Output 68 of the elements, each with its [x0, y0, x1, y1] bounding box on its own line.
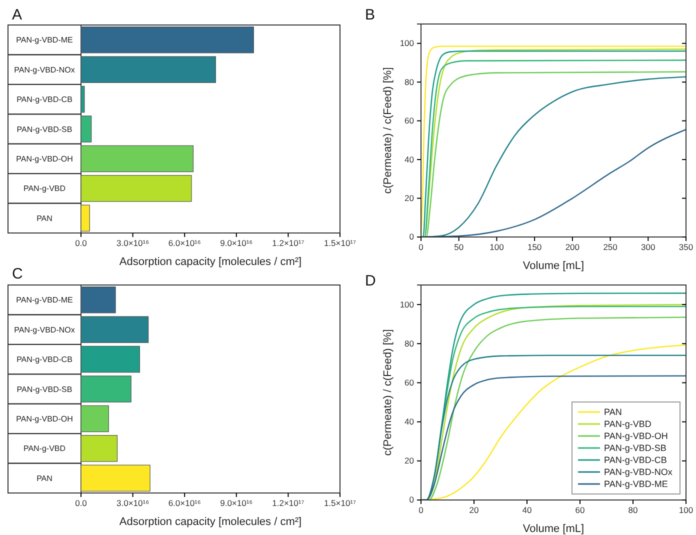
y-tick-label: 100 — [400, 299, 414, 310]
y-axis-title: c(Permeate) / c(Feed) [%] — [382, 329, 394, 456]
x-axis-title: Volume [mL] — [522, 260, 584, 272]
x-tick-label: 9.0×10¹⁶ — [220, 238, 253, 248]
y-tick-label: PAN-g-VBD-NOx — [14, 325, 75, 334]
x-tick-label: 1.5×10¹⁷ — [324, 238, 356, 248]
y-tick-label: PAN-g-VBD-CB — [16, 95, 72, 104]
legend-label: PAN-g-VBD-NOx — [604, 467, 673, 478]
x-tick-label: 6.0×10¹⁶ — [168, 238, 201, 248]
y-tick-label: PAN-g-VBD-OH — [16, 154, 74, 164]
y-tick-label: 60 — [404, 116, 414, 126]
legend-label: PAN-g-VBD-CB — [604, 455, 667, 466]
x-tick-label: 1.2×10¹⁷ — [272, 498, 304, 508]
y-tick-label: 80 — [404, 338, 414, 348]
chart-title: D — [365, 272, 376, 290]
x-tick-label: 300 — [641, 242, 656, 252]
x-axis-title: Adsorption capacity [molecules / cm²] — [119, 256, 302, 268]
chart-title: A — [12, 6, 22, 24]
y-tick-label: PAN-g-VBD — [23, 444, 66, 454]
x-tick-label: 3.0×10¹⁶ — [116, 498, 150, 508]
y-tick-label: 0 — [409, 232, 414, 242]
y-tick-label: PAN-g-VBD-SB — [16, 384, 72, 394]
x-tick-label: 350 — [678, 242, 694, 252]
legend-label: PAN — [604, 407, 622, 418]
chart-title: B — [365, 6, 376, 24]
x-tick-label: 1.5×10¹⁷ — [324, 498, 356, 508]
x-tick-label: 200 — [565, 242, 580, 252]
y-tick-label: 20 — [404, 456, 414, 466]
x-tick-label: 20 — [469, 505, 479, 516]
x-tick-label: 50 — [454, 242, 464, 252]
x-tick-label: 150 — [527, 242, 542, 252]
y-tick-label: 40 — [404, 154, 414, 164]
y-tick-label: 60 — [404, 377, 414, 388]
y-tick-label: 20 — [404, 192, 414, 203]
y-tick-label: 100 — [400, 38, 414, 48]
x-tick-label: 0.0 — [75, 498, 88, 508]
x-tick-label: 60 — [575, 505, 585, 516]
x-tick-label: 3.0×10¹⁶ — [116, 238, 150, 248]
y-axis-title: c(Permeate) / c(Feed) [%] — [382, 67, 394, 194]
x-axis-title: Adsorption capacity [molecules / cm²] — [119, 516, 302, 528]
y-tick-label: PAN-g-VBD-CB — [16, 355, 72, 364]
y-tick-label: PAN-g-VBD-ME — [16, 296, 73, 305]
y-tick-label: PAN-g-VBD — [23, 184, 66, 194]
x-tick-label: 40 — [522, 505, 532, 516]
x-axis-title: Volume [mL] — [522, 523, 584, 535]
x-tick-label: 0 — [418, 242, 424, 252]
y-tick-label: PAN-g-VBD-NOx — [14, 65, 75, 74]
y-tick-label: PAN-g-VBD-SB — [16, 124, 72, 134]
x-tick-label: 250 — [603, 242, 618, 252]
x-tick-label: 100 — [490, 242, 504, 252]
y-tick-label: 80 — [404, 76, 414, 87]
y-tick-label: PAN-g-VBD-OH — [16, 414, 74, 424]
legend-label: PAN-g-VBD-ME — [604, 479, 668, 490]
chart-title: C — [12, 265, 23, 282]
legend-label: PAN-g-VBD-OH — [604, 431, 668, 442]
x-tick-label: 1.2×10¹⁷ — [272, 238, 304, 248]
y-tick-label: PAN — [36, 474, 53, 483]
y-tick-label: 40 — [404, 416, 414, 427]
legend-label: PAN-g-VBD — [604, 419, 652, 430]
x-tick-label: 80 — [628, 505, 638, 516]
x-tick-label: 9.0×10¹⁶ — [220, 498, 253, 508]
y-tick-label: PAN — [36, 214, 53, 223]
x-tick-label: 6.0×10¹⁶ — [168, 498, 201, 508]
x-tick-label: 0.0 — [75, 238, 88, 248]
legend-label: PAN-g-VBD-SB — [604, 443, 666, 454]
y-tick-label: PAN-g-VBD-ME — [16, 36, 73, 45]
x-tick-label: 0 — [418, 505, 424, 516]
x-tick-label: 100 — [678, 505, 694, 516]
